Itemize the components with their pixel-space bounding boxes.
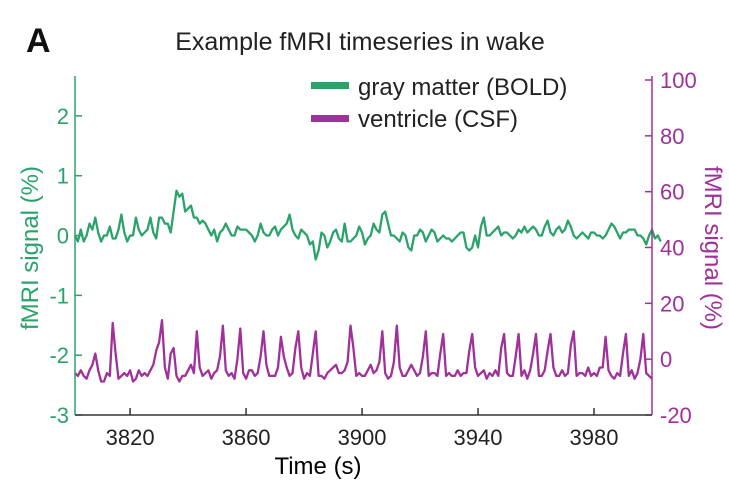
y-axis-left-ticks: -3 -2 -1 0 1 2 — [49, 104, 82, 428]
y-left-tick-label: -1 — [49, 283, 69, 308]
y-right-tick-label: 0 — [660, 347, 672, 372]
y-right-tick-label: 80 — [660, 124, 684, 149]
series-line-bold — [73, 189, 662, 261]
y-right-tick-label: 40 — [660, 236, 684, 261]
x-tick-label: 3860 — [222, 425, 271, 450]
y-axis-left-label: fMRI signal (%) — [17, 166, 44, 330]
y-left-tick-label: -2 — [49, 343, 69, 368]
y-left-tick-label: -3 — [49, 403, 69, 428]
x-axis-label: Time (s) — [274, 453, 361, 480]
y-axis-right-ticks: -20 0 20 40 60 80 100 — [645, 68, 697, 428]
y-right-tick-label: 60 — [660, 180, 684, 205]
series-line-csf — [74, 318, 653, 383]
y-axis-right-label: fMRI signal (%) — [699, 166, 726, 330]
y-left-tick-label: 2 — [57, 104, 69, 129]
legend-label-bold: gray matter (BOLD) — [358, 74, 567, 101]
legend-swatch-bold — [311, 82, 349, 89]
x-tick-label: 3980 — [570, 425, 619, 450]
x-tick-label: 3820 — [106, 425, 155, 450]
y-right-tick-label: 20 — [660, 291, 684, 316]
x-axis-ticks: 3820 3860 3900 3940 3980 — [106, 408, 619, 450]
x-tick-label: 3900 — [338, 425, 387, 450]
legend-swatch-csf — [311, 115, 349, 122]
y-left-tick-label: 0 — [57, 224, 69, 249]
legend-label-csf: ventricle (CSF) — [358, 106, 518, 133]
panel-label: A — [26, 22, 51, 60]
chart-title: Example fMRI timeseries in wake — [175, 28, 545, 56]
y-left-tick-label: 1 — [57, 164, 69, 189]
legend: gray matter (BOLD) ventricle (CSF) — [311, 74, 567, 133]
y-right-tick-label: 100 — [660, 68, 697, 93]
y-right-tick-label: -20 — [660, 403, 692, 428]
x-tick-label: 3940 — [454, 425, 503, 450]
